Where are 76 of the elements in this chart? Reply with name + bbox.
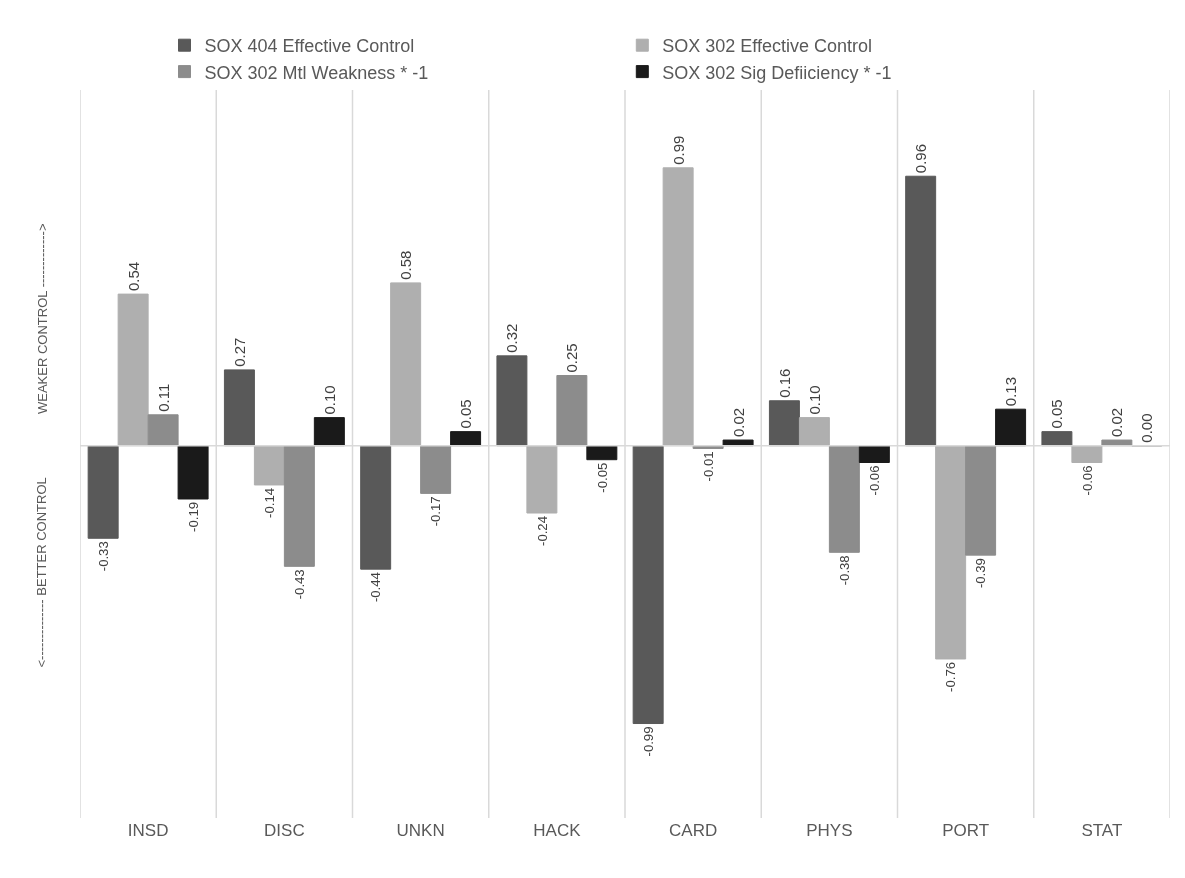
data-label: 0.54 [124, 261, 142, 292]
text: <-------------- BETTER CONTROL [34, 477, 50, 668]
data-label: 0.02 [1108, 407, 1126, 438]
bar [722, 439, 754, 447]
bar [1071, 445, 1103, 463]
data-label: 0.58 [397, 250, 415, 280]
bar [283, 445, 315, 567]
legend-label: SOX 302 Mtl Weakness * -1 [204, 62, 429, 83]
data-label: -0.24 [534, 516, 550, 546]
bar [1041, 431, 1073, 447]
bar [177, 445, 209, 500]
x-tick-label: INSD [127, 821, 169, 840]
data-label: -0.06 [867, 465, 883, 496]
data-label: 0.99 [669, 135, 687, 165]
data-label: -0.44 [368, 572, 384, 603]
text: WEAKER CONTROL -------------> [34, 223, 50, 415]
bar [223, 369, 255, 447]
data-label: -0.06 [1079, 465, 1095, 496]
data-label: 0.25 [563, 343, 581, 373]
bar [253, 445, 285, 486]
data-label: -0.38 [837, 555, 853, 586]
data-label: -0.05 [594, 462, 610, 493]
data-label: 0.16 [775, 368, 793, 398]
x-tick-label: STAT [1081, 821, 1123, 840]
data-label: 0.02 [729, 407, 747, 438]
data-label: 0.10 [320, 385, 338, 415]
bar [147, 414, 179, 447]
bar [858, 445, 890, 463]
data-label: 0.96 [912, 144, 930, 174]
data-label: -0.33 [95, 541, 111, 572]
data-label: 0.10 [805, 385, 823, 415]
data-label: -0.14 [262, 487, 278, 518]
bar [556, 375, 588, 447]
x-tick-label: CARD [669, 821, 718, 840]
data-label: 0.11 [154, 383, 172, 412]
bar [828, 445, 860, 553]
bar [420, 445, 452, 494]
bar [768, 400, 800, 447]
data-label: 0.05 [1048, 399, 1066, 429]
legend-label: SOX 302 Sig Defiiciency * -1 [662, 62, 892, 83]
data-label: 0.32 [503, 323, 521, 353]
x-tick-label: HACK [533, 821, 582, 840]
data-label: 0.00 [1138, 413, 1156, 443]
bar [390, 282, 422, 447]
bar [87, 445, 119, 539]
data-label: -0.01 [700, 451, 716, 482]
legend-label: SOX 302 Effective Control [662, 36, 873, 57]
data-label: 0.05 [457, 399, 475, 429]
data-label: -0.17 [428, 496, 444, 527]
data-label: 0.27 [230, 337, 248, 367]
bar [586, 445, 618, 461]
bar [1101, 439, 1133, 447]
data-label: 0.13 [1002, 376, 1020, 407]
x-tick-label: UNKN [396, 821, 445, 840]
data-label: -0.99 [640, 726, 656, 757]
data-label: -0.39 [973, 558, 989, 589]
bar [526, 445, 558, 514]
legend-label: SOX 404 Effective Control [204, 36, 415, 57]
x-tick-label: PORT [942, 821, 990, 840]
data-label: -0.43 [292, 569, 308, 600]
bar [496, 355, 528, 447]
bar [662, 167, 694, 447]
bar [965, 445, 997, 556]
bar [450, 431, 482, 447]
bar [632, 445, 664, 725]
bar [117, 293, 149, 447]
x-tick-label: DISC [264, 821, 305, 840]
data-label: -0.19 [185, 502, 201, 532]
bar [935, 445, 967, 660]
bar [313, 417, 345, 447]
bar [798, 417, 830, 447]
x-tick-label: PHYS [806, 821, 853, 840]
bar [905, 175, 937, 447]
bar [360, 445, 392, 570]
bar [995, 408, 1027, 447]
data-label: -0.76 [943, 662, 959, 692]
